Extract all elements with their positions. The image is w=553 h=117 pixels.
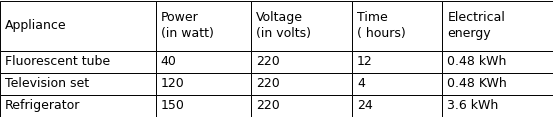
Text: Fluorescent tube: Fluorescent tube [5, 55, 110, 68]
Bar [156, 73, 252, 95]
Bar [252, 95, 352, 117]
Bar [252, 0, 352, 51]
Text: Refrigerator: Refrigerator [5, 99, 80, 112]
Bar [442, 73, 553, 95]
Text: 220: 220 [257, 77, 280, 90]
Bar [0, 95, 156, 117]
Text: 40: 40 [161, 55, 177, 68]
Text: 24: 24 [357, 99, 373, 112]
Bar [352, 73, 442, 95]
Text: 220: 220 [257, 99, 280, 112]
Text: 150: 150 [161, 99, 185, 112]
Bar [442, 51, 553, 73]
Text: Electrical
energy: Electrical energy [447, 11, 505, 40]
Bar [442, 95, 553, 117]
Text: 4: 4 [357, 77, 365, 90]
Bar [0, 73, 156, 95]
Text: Appliance: Appliance [5, 19, 66, 32]
Bar [252, 73, 352, 95]
Text: 0.48 kWh: 0.48 kWh [447, 55, 507, 68]
Text: 120: 120 [161, 77, 185, 90]
Bar [0, 51, 156, 73]
Bar [352, 51, 442, 73]
Bar [252, 51, 352, 73]
Text: 3.6 kWh: 3.6 kWh [447, 99, 499, 112]
Bar [0, 0, 156, 51]
Bar [156, 51, 252, 73]
Bar [156, 95, 252, 117]
Text: 12: 12 [357, 55, 373, 68]
Bar [442, 0, 553, 51]
Text: Power
(in watt): Power (in watt) [161, 11, 213, 40]
Text: 220: 220 [257, 55, 280, 68]
Text: 0.48 KWh: 0.48 KWh [447, 77, 507, 90]
Text: Voltage
(in volts): Voltage (in volts) [257, 11, 311, 40]
Text: Time
( hours): Time ( hours) [357, 11, 406, 40]
Bar [352, 95, 442, 117]
Bar [156, 0, 252, 51]
Text: Television set: Television set [5, 77, 89, 90]
Bar [352, 0, 442, 51]
